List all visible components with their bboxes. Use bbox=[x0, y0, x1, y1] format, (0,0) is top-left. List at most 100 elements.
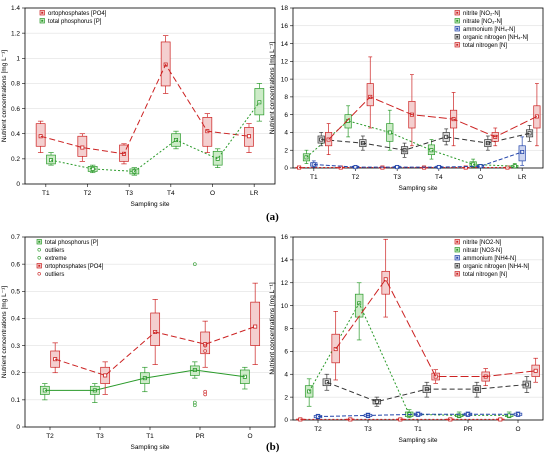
x-tick-label: O bbox=[247, 433, 252, 440]
legend-label: ortophosphates [PO4] bbox=[48, 11, 107, 17]
x-tick-label: T1 bbox=[310, 174, 318, 181]
box bbox=[366, 83, 374, 107]
y-tick-label: 0.4 bbox=[11, 131, 20, 138]
series-1 bbox=[35, 35, 254, 165]
series-4 bbox=[322, 373, 532, 407]
y-tick-label: 10 bbox=[281, 303, 289, 310]
median-line bbox=[317, 413, 518, 418]
y-tick-label: 0.5 bbox=[11, 288, 20, 295]
legend-marker bbox=[456, 35, 459, 38]
series-2 bbox=[302, 105, 519, 169]
y-tick-label: 6 bbox=[284, 112, 288, 119]
x-tick-label: T3 bbox=[393, 174, 401, 181]
x-tick-label: O bbox=[515, 426, 520, 433]
y-tick-label: 0.8 bbox=[11, 81, 20, 88]
median-marker bbox=[304, 155, 309, 160]
x-tick-label: O bbox=[210, 190, 215, 197]
x-tick-label: T1 bbox=[42, 190, 50, 197]
median-line bbox=[308, 302, 510, 416]
x-tick-label: T3 bbox=[364, 426, 372, 433]
legend-marker bbox=[456, 240, 459, 243]
series-5 bbox=[325, 56, 541, 156]
series-5 bbox=[331, 238, 540, 387]
legend-label: total nitrogen [N] bbox=[463, 272, 507, 278]
y-tick-label: 0 bbox=[16, 181, 20, 188]
legend-label: nitratr [NO3-N] bbox=[463, 248, 502, 254]
y-tick-label: 12 bbox=[281, 280, 289, 287]
legend-marker bbox=[456, 248, 459, 251]
legend-label: total phosphorus [P] bbox=[45, 240, 99, 246]
legend-marker bbox=[38, 240, 41, 243]
median-marker bbox=[429, 148, 434, 153]
legend-marker bbox=[456, 11, 459, 14]
y-tick-label: 0.4 bbox=[11, 316, 20, 323]
plot-frame bbox=[24, 7, 276, 185]
y-tick-label: 8 bbox=[284, 326, 288, 333]
median-marker bbox=[433, 374, 438, 379]
x-tick-label: T2 bbox=[352, 174, 360, 181]
legend-label: total phosphorus [P] bbox=[48, 19, 102, 25]
outlier-point bbox=[193, 403, 197, 408]
legend: nitrite [NO₂-N] nitrate [NO₃-N] ammonium [… bbox=[454, 10, 529, 49]
median-marker bbox=[80, 145, 85, 150]
legend-label: ortophosphates [PO4] bbox=[45, 264, 104, 270]
y-tick-label: 0.2 bbox=[11, 370, 20, 377]
median-marker bbox=[246, 134, 251, 139]
y-tick-label: 4 bbox=[284, 371, 288, 378]
outlier-point bbox=[203, 389, 207, 394]
x-axis-label: Sampling site bbox=[130, 201, 169, 208]
legend-marker bbox=[456, 43, 459, 46]
y-tick-label: 2 bbox=[284, 394, 288, 401]
legend-marker bbox=[41, 19, 44, 22]
series-3 bbox=[313, 411, 523, 420]
y-tick-label: 1 bbox=[16, 55, 20, 62]
legend-label: ammonium [NH4-N] bbox=[463, 256, 516, 262]
x-tick-label: LR bbox=[250, 190, 259, 197]
median-line bbox=[50, 101, 260, 172]
box bbox=[250, 301, 261, 346]
x-axis-label: Sampling site bbox=[398, 185, 437, 192]
panel-a-right: 0 2 4 6 8 10 12 14 16 18 T1 T2 T3 T4 O LR Sampling site N… bbox=[269, 5, 544, 192]
y-tick-label: 0.1 bbox=[11, 397, 20, 404]
series-4 bbox=[317, 124, 534, 158]
outlier-point bbox=[203, 343, 207, 348]
x-tick-label: PR bbox=[195, 433, 204, 440]
y-tick-label: 0.3 bbox=[11, 343, 20, 350]
median-marker bbox=[103, 373, 108, 378]
panel-b-left: 0 0.1 0.2 0.3 0.4 0.5 0.6 0.7 T2 T3 T1 PR O Sampling … bbox=[1, 234, 276, 451]
x-tick-label: T2 bbox=[84, 190, 92, 197]
legend-marker bbox=[456, 19, 459, 22]
x-tick-label: T4 bbox=[167, 190, 175, 197]
legend-marker bbox=[38, 264, 41, 267]
legend-label: organic nitrogen [NH4-N] bbox=[463, 264, 530, 270]
y-tick-label: 0.6 bbox=[11, 106, 20, 113]
y-tick-label: 16 bbox=[281, 234, 289, 241]
x-tick-label: T3 bbox=[96, 433, 104, 440]
x-tick-label: LR bbox=[518, 174, 527, 181]
x-tick-label: T3 bbox=[125, 190, 133, 197]
y-tick-label: 1.2 bbox=[11, 30, 20, 37]
outlier-point bbox=[193, 262, 197, 266]
y-axis-label: Nutrient concentrations [mg L⁻¹] bbox=[269, 282, 276, 374]
median-marker bbox=[374, 399, 379, 404]
legend-label: organic nitrogen [NH₄-N] bbox=[463, 35, 529, 41]
y-tick-label: 0 bbox=[16, 424, 20, 431]
y-tick-label: 4 bbox=[284, 130, 288, 137]
series-1 bbox=[39, 262, 250, 408]
median-marker bbox=[253, 324, 258, 329]
median-line bbox=[40, 63, 250, 155]
median-marker bbox=[505, 165, 510, 170]
legend: total phosphorus [P] outliers extreme ortop… bbox=[36, 239, 104, 278]
y-tick-label: 0 bbox=[284, 165, 288, 172]
y-tick-label: 0.7 bbox=[11, 234, 20, 241]
x-tick-label: PR bbox=[463, 426, 472, 433]
y-tick-label: 12 bbox=[281, 59, 289, 66]
plot-frame bbox=[292, 7, 544, 169]
y-tick-label: 14 bbox=[281, 257, 289, 264]
box bbox=[354, 293, 364, 318]
legend-label: extreme bbox=[45, 256, 67, 262]
median-marker bbox=[533, 368, 538, 373]
y-tick-label: 18 bbox=[281, 5, 289, 12]
median-line bbox=[44, 369, 245, 391]
